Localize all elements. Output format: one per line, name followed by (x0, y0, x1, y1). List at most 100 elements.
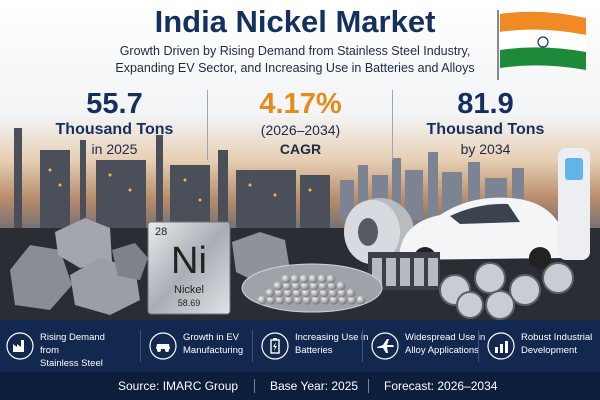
pellet (292, 288, 302, 298)
pellet (318, 281, 328, 291)
atomic-number: 28 (155, 226, 168, 238)
driver-text: Growth in EV Manufacturing (183, 331, 265, 357)
separator (254, 379, 255, 393)
pellet (337, 288, 347, 298)
plane-icon (371, 332, 399, 360)
stat-note: CAGR (279, 141, 322, 157)
pellet (301, 288, 311, 298)
separator (362, 330, 363, 362)
subtitle: Growth Driven by Rising Demand from Stai… (119, 44, 471, 58)
battery-icon (261, 332, 289, 360)
footer-forecast: Forecast: 2026–2034 (384, 379, 498, 393)
flag (497, 10, 586, 80)
divider (392, 90, 393, 160)
footer: Source: IMARC Group Base Year: 2025 Fore… (0, 372, 600, 400)
driver-line: Rising Demand from (40, 332, 105, 356)
stat: 81.9 Thousand Tons by 2034 (393, 88, 578, 158)
refinery (14, 128, 330, 228)
stat-unit: Thousand Tons (55, 121, 174, 138)
pellet (300, 281, 310, 291)
pellet (309, 281, 319, 291)
growth-icon (487, 332, 515, 360)
pellet (284, 295, 294, 305)
driver-line: Growth in EV (183, 332, 239, 343)
pellet (282, 281, 292, 291)
pellet (274, 288, 284, 298)
pellet (281, 274, 291, 284)
pellet (338, 295, 348, 305)
driver-line: Batteries (295, 345, 333, 356)
pellet (328, 288, 338, 298)
atomic-mass: 58.69 (177, 298, 201, 308)
pellet (346, 288, 356, 298)
pellet (291, 281, 301, 291)
separator (252, 330, 253, 362)
driver-text: Increasing Use in Batteries (295, 331, 377, 357)
driver-line: Development (521, 345, 577, 356)
charger (558, 148, 590, 260)
stat-value: 81.9 (457, 88, 514, 120)
pellet (356, 295, 366, 305)
background-scene (0, 0, 600, 320)
pellet (257, 295, 267, 305)
driver-line: Manufacturing (183, 345, 244, 356)
driver: Widespread Use in Alloy Applications (365, 320, 485, 372)
element-symbol: Ni (171, 240, 207, 282)
pellet (293, 295, 303, 305)
driver-line: Alloy Applications (405, 345, 479, 356)
pellet (290, 274, 300, 284)
separator (478, 330, 479, 362)
element-name: Nickel (174, 284, 204, 296)
pellet (265, 288, 275, 298)
driver: Robust Industrial Development (481, 320, 600, 372)
ev-icon (149, 332, 177, 360)
pellet (347, 295, 357, 305)
stat: 4.17% (2026–2034) CAGR (208, 88, 393, 158)
stat-note: in 2025 (91, 141, 138, 157)
refinery-lights (48, 168, 312, 202)
pellet (329, 295, 339, 305)
title: India Nickel Market (154, 4, 436, 39)
footer-source: Source: IMARC Group (118, 379, 239, 393)
driver-text: Widespread Use in Alloy Applications (405, 331, 487, 357)
pipes (439, 262, 574, 320)
stat-note: by 2034 (460, 141, 511, 157)
stat-value: 55.7 (86, 88, 143, 120)
driver-line: Widespread Use in (405, 332, 486, 343)
driver: Increasing Use in Batteries (255, 320, 375, 372)
pellet (275, 295, 285, 305)
divider (207, 90, 208, 160)
separator (140, 330, 141, 362)
pellet (273, 281, 283, 291)
driver-line: Robust Industrial (521, 332, 593, 343)
pellet (299, 274, 309, 284)
footer-base-year: Base Year: 2025 (270, 379, 359, 393)
pellet (317, 274, 327, 284)
driver-text: Robust Industrial Development (521, 331, 600, 357)
driver-line: Increasing Use in (295, 332, 369, 343)
coil (344, 198, 414, 266)
separator (368, 379, 369, 393)
factory-icon (6, 332, 34, 360)
pellet (320, 295, 330, 305)
stat-unit: Thousand Tons (426, 121, 545, 138)
stat-value: 4.17% (259, 88, 342, 120)
pellet (336, 281, 346, 291)
driver: Growth in EV Manufacturing (143, 320, 263, 372)
pellet (266, 295, 276, 305)
pellet-dish (241, 263, 383, 313)
pellet (308, 274, 318, 284)
pellet (283, 288, 293, 298)
pellet (310, 288, 320, 298)
pellet (302, 295, 312, 305)
pellet (327, 281, 337, 291)
pellet (326, 274, 336, 284)
pellet (319, 288, 329, 298)
stat: 55.7 Thousand Tons in 2025 (22, 88, 207, 158)
pellet (311, 295, 321, 305)
element-tile-bg (147, 221, 231, 315)
stat-unit: (2026–2034) (260, 122, 341, 138)
